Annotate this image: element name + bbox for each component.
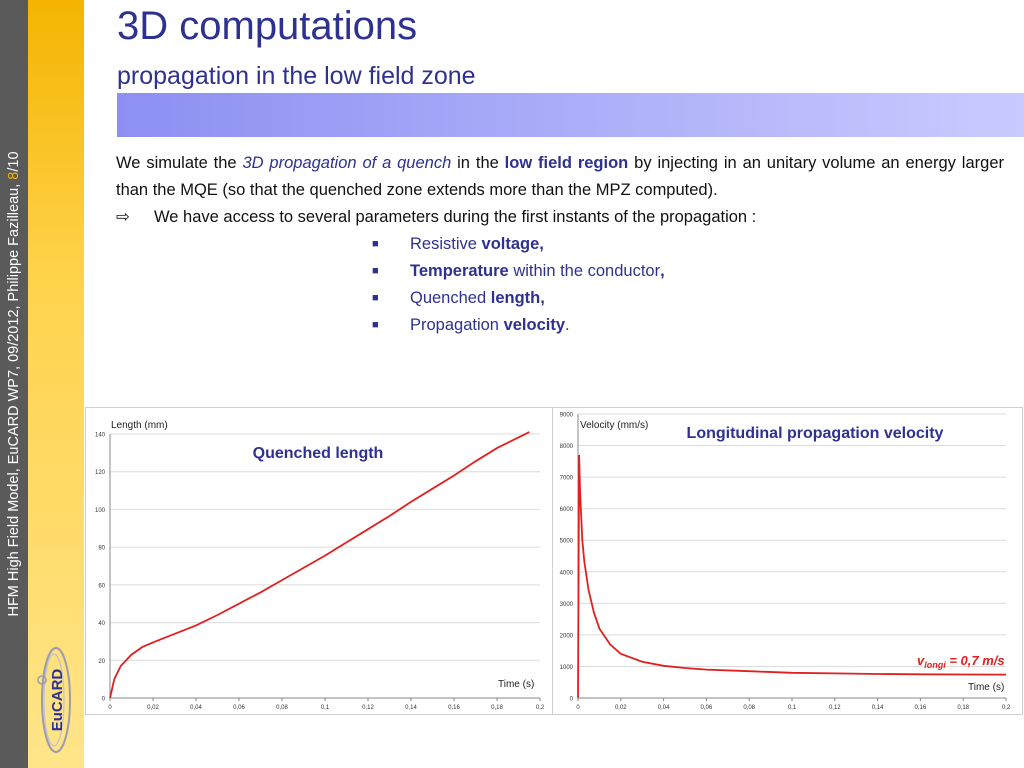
y-tick-label: 40: [98, 621, 105, 627]
x-tick-label: 0,2: [536, 705, 545, 711]
page-number: 8: [6, 171, 22, 180]
x-tick-label: 0,12: [362, 705, 374, 711]
y-tick-label: 2000: [560, 633, 574, 639]
title-bar: [117, 93, 1024, 137]
x-tick-label: 0,02: [147, 705, 159, 711]
emphasis-3d-propagation: 3D propagation of a quench: [242, 154, 452, 172]
y-tick-label: 0: [102, 697, 106, 703]
y-tick-label: 1000: [560, 665, 574, 671]
x-tick-label: 0,16: [448, 705, 460, 711]
x-tick-label: 0,08: [743, 705, 755, 711]
x-tick-label: 0,2: [1002, 705, 1011, 711]
x-tick-label: 0,02: [615, 705, 627, 711]
plot-area: 0 1000 2000 3000 4000 5000 6000 7000 8000 9000 0 0,…: [560, 413, 1011, 712]
x-tick-label: 0,14: [872, 705, 884, 711]
emphasis-low-field: low field region: [504, 154, 629, 172]
list-item: ■ Resistive voltage,: [372, 231, 1004, 258]
y-tick-label: 100: [95, 508, 106, 514]
y-tick-label: 3000: [560, 602, 574, 608]
bullet-icon: ■: [372, 265, 379, 277]
x-tick-label: 0,04: [658, 705, 670, 711]
velocity-chart: 0 1000 2000 3000 4000 5000 6000 7000 8000 9000 0 0,…: [552, 407, 1023, 715]
chart-title: Quenched length: [253, 445, 384, 462]
parameter-list: ■ Resistive voltage, ■ Temperature within …: [372, 231, 1004, 339]
x-tick-label: 0,14: [405, 705, 417, 711]
y-tick-label: 6000: [560, 507, 574, 513]
x-tick-label: 0,06: [233, 705, 245, 711]
y-tick-label: 9000: [560, 413, 574, 419]
series-line: [109, 431, 530, 699]
plot-area: 0 20 40 60 80 100 120 140 0 0,02 0,04 0,06 0,08 0,1 0,…: [95, 431, 545, 711]
list-item: ■ Temperature within the conductor,: [372, 258, 1004, 285]
quenched-length-svg: 0 20 40 60 80 100 120 140 0 0,02 0,04 0,06 0,08 0,1 0,…: [95, 420, 545, 711]
intro-paragraph: We simulate the 3D propagation of a quen…: [116, 154, 1004, 199]
x-tick-label: 0,18: [491, 705, 503, 711]
chart-title: Longitudinal propagation velocity: [687, 425, 944, 442]
x-tick-label: 0,1: [788, 705, 797, 711]
x-tick-label: 0: [108, 705, 112, 711]
x-axis-label: Time (s): [498, 679, 534, 690]
bullet-icon: ■: [372, 319, 379, 331]
content-area: We simulate the 3D propagation of a quen…: [116, 150, 1004, 339]
eucard-logo: EuCARD: [37, 647, 71, 753]
quenched-length-chart: 0 20 40 60 80 100 120 140 0 0,02 0,04 0,06 0,08 0,1 0,…: [85, 407, 553, 715]
page-total: /10: [6, 151, 22, 172]
y-tick-label: 60: [98, 583, 105, 589]
y-tick-label: 140: [95, 433, 106, 439]
y-tick-label: 7000: [560, 476, 574, 482]
velocity-svg: 0 1000 2000 3000 4000 5000 6000 7000 8000 9000 0 0,…: [560, 413, 1011, 712]
bullet-icon: ■: [372, 292, 379, 304]
x-tick-label: 0,06: [701, 705, 713, 711]
y-tick-label: 4000: [560, 570, 574, 576]
y-tick-label: 0: [570, 697, 574, 703]
yellow-sidebar-strip: [28, 0, 84, 768]
y-tick-label: 5000: [560, 539, 574, 545]
y-axis-label: Velocity (mm/s): [580, 420, 648, 431]
logo-text: EuCARD: [49, 669, 66, 732]
page-title: 3D computations: [117, 4, 418, 48]
x-tick-label: 0,04: [190, 705, 202, 711]
list-item: ■ Propagation velocity.: [372, 312, 1004, 339]
x-tick-label: 0,1: [321, 705, 330, 711]
arrow-icon: ⇨: [116, 208, 130, 226]
page-subtitle: propagation in the low field zone: [117, 62, 476, 90]
arrow-line: ⇨ We have access to several parameters d…: [116, 204, 1004, 231]
y-tick-label: 20: [98, 659, 105, 665]
y-tick-label: 120: [95, 470, 106, 476]
bullet-icon: ■: [372, 238, 379, 250]
left-sidebar-strip: [0, 0, 28, 768]
x-tick-label: 0: [576, 705, 580, 711]
list-item: ■ Quenched length,: [372, 285, 1004, 312]
y-tick-label: 80: [98, 546, 105, 552]
series-line: [577, 454, 1007, 699]
y-axis-label: Length (mm): [111, 420, 168, 431]
footer-text: HFM High Field Model, EuCARD WP7, 09/201…: [6, 151, 22, 617]
velocity-annotation: vlongi = 0,7 m/s: [917, 653, 1005, 670]
x-tick-label: 0,12: [829, 705, 841, 711]
y-tick-label: 8000: [560, 444, 574, 450]
x-tick-label: 0,16: [915, 705, 927, 711]
access-text: We have access to several parameters dur…: [154, 208, 757, 226]
x-tick-label: 0,18: [957, 705, 969, 711]
x-tick-label: 0,08: [276, 705, 288, 711]
x-axis-label: Time (s): [968, 682, 1004, 693]
